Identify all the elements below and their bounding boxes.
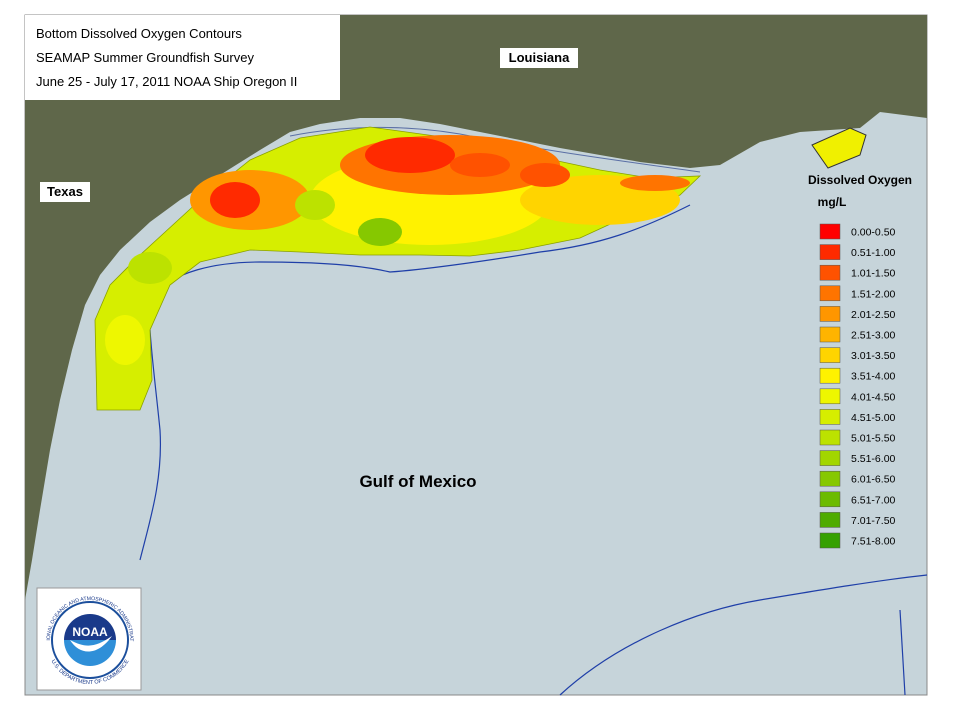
legend-unit: mg/L xyxy=(818,195,847,209)
legend-swatch xyxy=(819,285,841,302)
legend: 0.00-0.50 0.51-1.00 1.01-1.50 1.51-2.00 2.01… xyxy=(819,223,896,549)
title: Bottom Dissolved Oxygen Contours SEAMAP S… xyxy=(36,26,297,89)
title-line: Bottom Dissolved Oxygen Contours xyxy=(36,26,242,41)
label-box xyxy=(40,182,90,202)
legend-label: 6.01-6.50 xyxy=(851,474,896,486)
legend-swatch xyxy=(819,512,841,528)
legend-swatch xyxy=(819,388,841,405)
oxygen-contours xyxy=(105,135,690,365)
legend-label: 0.00-0.50 xyxy=(851,227,896,239)
label-box xyxy=(500,48,578,68)
logo-sky xyxy=(64,614,116,640)
legend-title: Dissolved Oxygen xyxy=(808,173,912,187)
logo-bird xyxy=(70,636,112,652)
legend-label: 2.51-3.00 xyxy=(851,330,896,342)
legend-label: 3.51-4.00 xyxy=(851,371,896,383)
legend-swatch xyxy=(819,306,841,322)
legend-swatch xyxy=(819,223,841,240)
legend-label: 4.51-5.00 xyxy=(851,412,896,424)
logo-name: NOAA xyxy=(72,625,108,639)
legend-label: 5.01-5.50 xyxy=(851,433,896,445)
title-box xyxy=(25,15,340,100)
place-label: Gulf of Mexico xyxy=(359,472,476,491)
survey-patch xyxy=(811,127,867,169)
legend-label: 3.01-3.50 xyxy=(851,350,896,362)
legend-label: 4.01-4.50 xyxy=(851,391,896,403)
legend-swatch xyxy=(819,491,841,508)
legend-swatch xyxy=(819,409,841,425)
land xyxy=(25,15,927,600)
legend-swatch xyxy=(819,264,841,281)
title-line: June 25 - July 17, 2011 NOAA Ship Oregon… xyxy=(36,74,297,89)
legend-swatch xyxy=(819,450,841,466)
place-label: Louisiana xyxy=(509,50,570,65)
legend-swatch xyxy=(819,244,841,260)
legend-label: 7.51-8.00 xyxy=(851,536,896,548)
legend-swatch xyxy=(819,326,841,343)
legend-swatch xyxy=(819,532,841,549)
legend-label: 2.01-2.50 xyxy=(851,309,896,321)
legend-label: 5.51-6.00 xyxy=(851,453,896,465)
shelf-contour xyxy=(289,126,701,173)
place-label: Texas xyxy=(47,184,83,199)
legend-swatch xyxy=(819,429,841,446)
legend-label: 7.01-7.50 xyxy=(851,515,896,527)
legend-swatch xyxy=(819,367,841,384)
legend-label: 0.51-1.00 xyxy=(851,247,896,259)
depth-contour xyxy=(139,204,928,696)
legend-swatch xyxy=(819,470,841,487)
legend-label: 6.51-7.00 xyxy=(851,494,896,506)
legend-label: 1.51-2.00 xyxy=(851,288,896,300)
title-line: SEAMAP Summer Groundfish Survey xyxy=(36,50,254,65)
legend-swatch xyxy=(819,347,841,363)
legend-label: 1.01-1.50 xyxy=(851,268,896,280)
